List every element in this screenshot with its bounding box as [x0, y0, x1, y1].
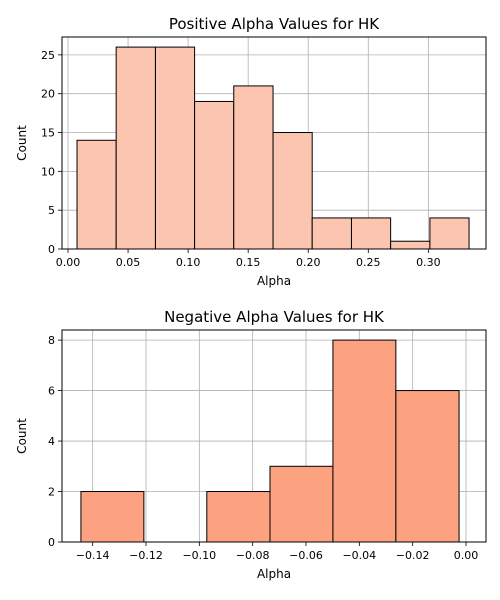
- y-tick-label: 0: [48, 536, 55, 549]
- x-tick-label: 0.20: [296, 256, 321, 269]
- x-tick-label: −0.14: [76, 549, 110, 562]
- x-tick-label: 0.00: [454, 549, 479, 562]
- x-tick-label: −0.10: [182, 549, 216, 562]
- x-tick-label: 0.05: [116, 256, 141, 269]
- y-axis-label: Count: [15, 418, 29, 454]
- x-tick-label: 0.10: [176, 256, 201, 269]
- x-tick-label: 0.00: [56, 256, 81, 269]
- y-axis-label: Count: [15, 125, 29, 161]
- y-tick-label: 2: [48, 486, 55, 499]
- x-tick-label: 0.30: [416, 256, 441, 269]
- histogram-bar: [115, 46, 156, 250]
- histogram-bar: [429, 217, 470, 250]
- negative-alpha-histogram: −0.14 −0.12 −0.10 −0.08 −0.06 −0.04 −0.02 0.00 0…: [15, 308, 487, 581]
- histogram-bar: [350, 217, 392, 250]
- histogram-bar: [194, 100, 235, 250]
- histogram-bar: [76, 139, 117, 250]
- x-tick-label: −0.04: [342, 549, 376, 562]
- histogram-bar: [206, 491, 271, 543]
- x-axis-label: Alpha: [257, 567, 291, 581]
- histogram-bar: [80, 491, 145, 543]
- x-tick-label: 0.15: [236, 256, 261, 269]
- x-tick-label: −0.02: [396, 549, 430, 562]
- y-tick-label: 8: [48, 334, 55, 347]
- histogram-bar: [395, 390, 460, 543]
- histogram-bar: [272, 132, 313, 250]
- y-tick-label: 15: [41, 127, 55, 140]
- histogram-bar: [233, 85, 274, 250]
- x-tick-label: 0.25: [356, 256, 381, 269]
- axes-frame: [61, 36, 487, 250]
- y-tick-label: 20: [41, 88, 55, 101]
- x-tick-label: −0.12: [129, 549, 163, 562]
- y-tick-label: 4: [48, 435, 55, 448]
- histogram-bar: [311, 217, 352, 250]
- y-tick-label: 10: [41, 165, 55, 178]
- x-axis-label: Alpha: [257, 274, 291, 288]
- positive-alpha-histogram: 0.00 0.05 0.10 0.15 0.20 0.25 0.30 0 5 10 15 20 25 Po…: [15, 15, 487, 288]
- axes-frame: [61, 329, 487, 543]
- x-tick-label: −0.08: [236, 549, 270, 562]
- x-tick-label: −0.06: [289, 549, 323, 562]
- histogram-bar: [390, 240, 431, 250]
- chart-title: Positive Alpha Values for HK: [169, 15, 380, 33]
- y-tick-label: 25: [41, 49, 55, 62]
- histogram-bar: [154, 46, 196, 250]
- y-tick-label: 5: [48, 204, 55, 217]
- y-tick-label: 6: [48, 385, 55, 398]
- histogram-bar: [269, 465, 334, 543]
- histogram-bar: [332, 339, 397, 543]
- chart-title: Negative Alpha Values for HK: [164, 308, 385, 326]
- y-tick-label: 0: [48, 243, 55, 256]
